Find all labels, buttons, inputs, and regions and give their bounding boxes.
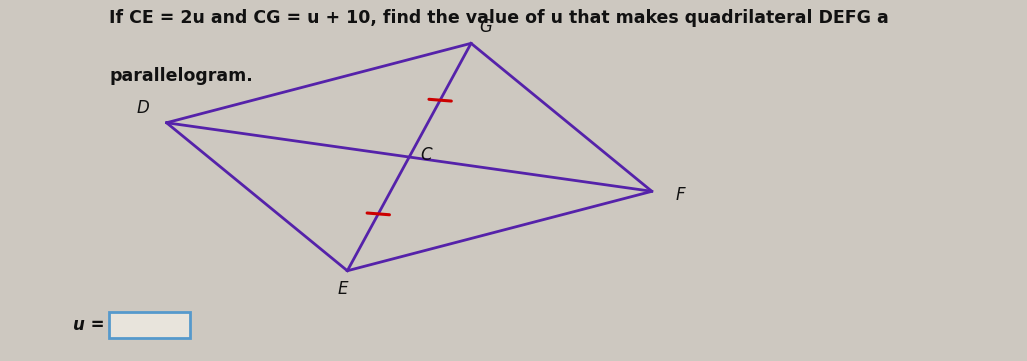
- Text: C: C: [420, 146, 432, 164]
- Text: F: F: [676, 186, 685, 204]
- Text: u =: u =: [73, 316, 105, 334]
- Text: D: D: [137, 99, 149, 117]
- Text: E: E: [337, 280, 348, 298]
- Text: If CE = 2u and CG = u + 10, find the value of u that makes quadrilateral DEFG a: If CE = 2u and CG = u + 10, find the val…: [110, 9, 889, 27]
- Text: parallelogram.: parallelogram.: [110, 67, 254, 85]
- Text: G: G: [479, 18, 492, 36]
- Bar: [110, 312, 190, 338]
